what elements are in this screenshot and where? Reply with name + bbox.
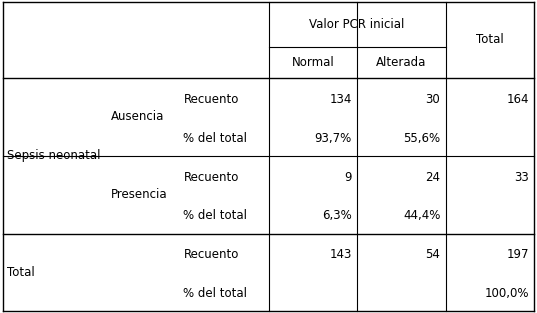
Text: Recuento: Recuento [184,171,239,183]
Text: 55,6%: 55,6% [403,132,440,145]
Text: 93,7%: 93,7% [315,132,352,145]
Text: Ausencia: Ausencia [111,110,165,123]
Text: % del total: % del total [184,287,248,300]
Text: % del total: % del total [184,132,248,145]
Text: Recuento: Recuento [184,93,239,106]
Text: Alterada: Alterada [376,56,426,69]
Text: 30: 30 [426,93,440,106]
Text: 197: 197 [506,249,529,261]
Text: 24: 24 [425,171,440,183]
Text: Normal: Normal [292,56,334,69]
Text: 54: 54 [425,249,440,261]
Text: 44,4%: 44,4% [403,209,440,223]
Text: Valor PCR inicial: Valor PCR inicial [309,18,405,31]
Text: Presencia: Presencia [111,188,168,201]
Text: % del total: % del total [184,209,248,223]
Text: 33: 33 [514,171,529,183]
Text: Total: Total [7,266,35,279]
Text: 134: 134 [329,93,352,106]
Text: 6,3%: 6,3% [322,209,352,223]
Text: 143: 143 [329,249,352,261]
Text: Recuento: Recuento [184,249,239,261]
Text: 9: 9 [344,171,352,183]
Text: Total: Total [476,33,504,46]
Text: 164: 164 [506,93,529,106]
Text: 100,0%: 100,0% [484,287,529,300]
Text: Sepsis neonatal: Sepsis neonatal [7,149,100,162]
